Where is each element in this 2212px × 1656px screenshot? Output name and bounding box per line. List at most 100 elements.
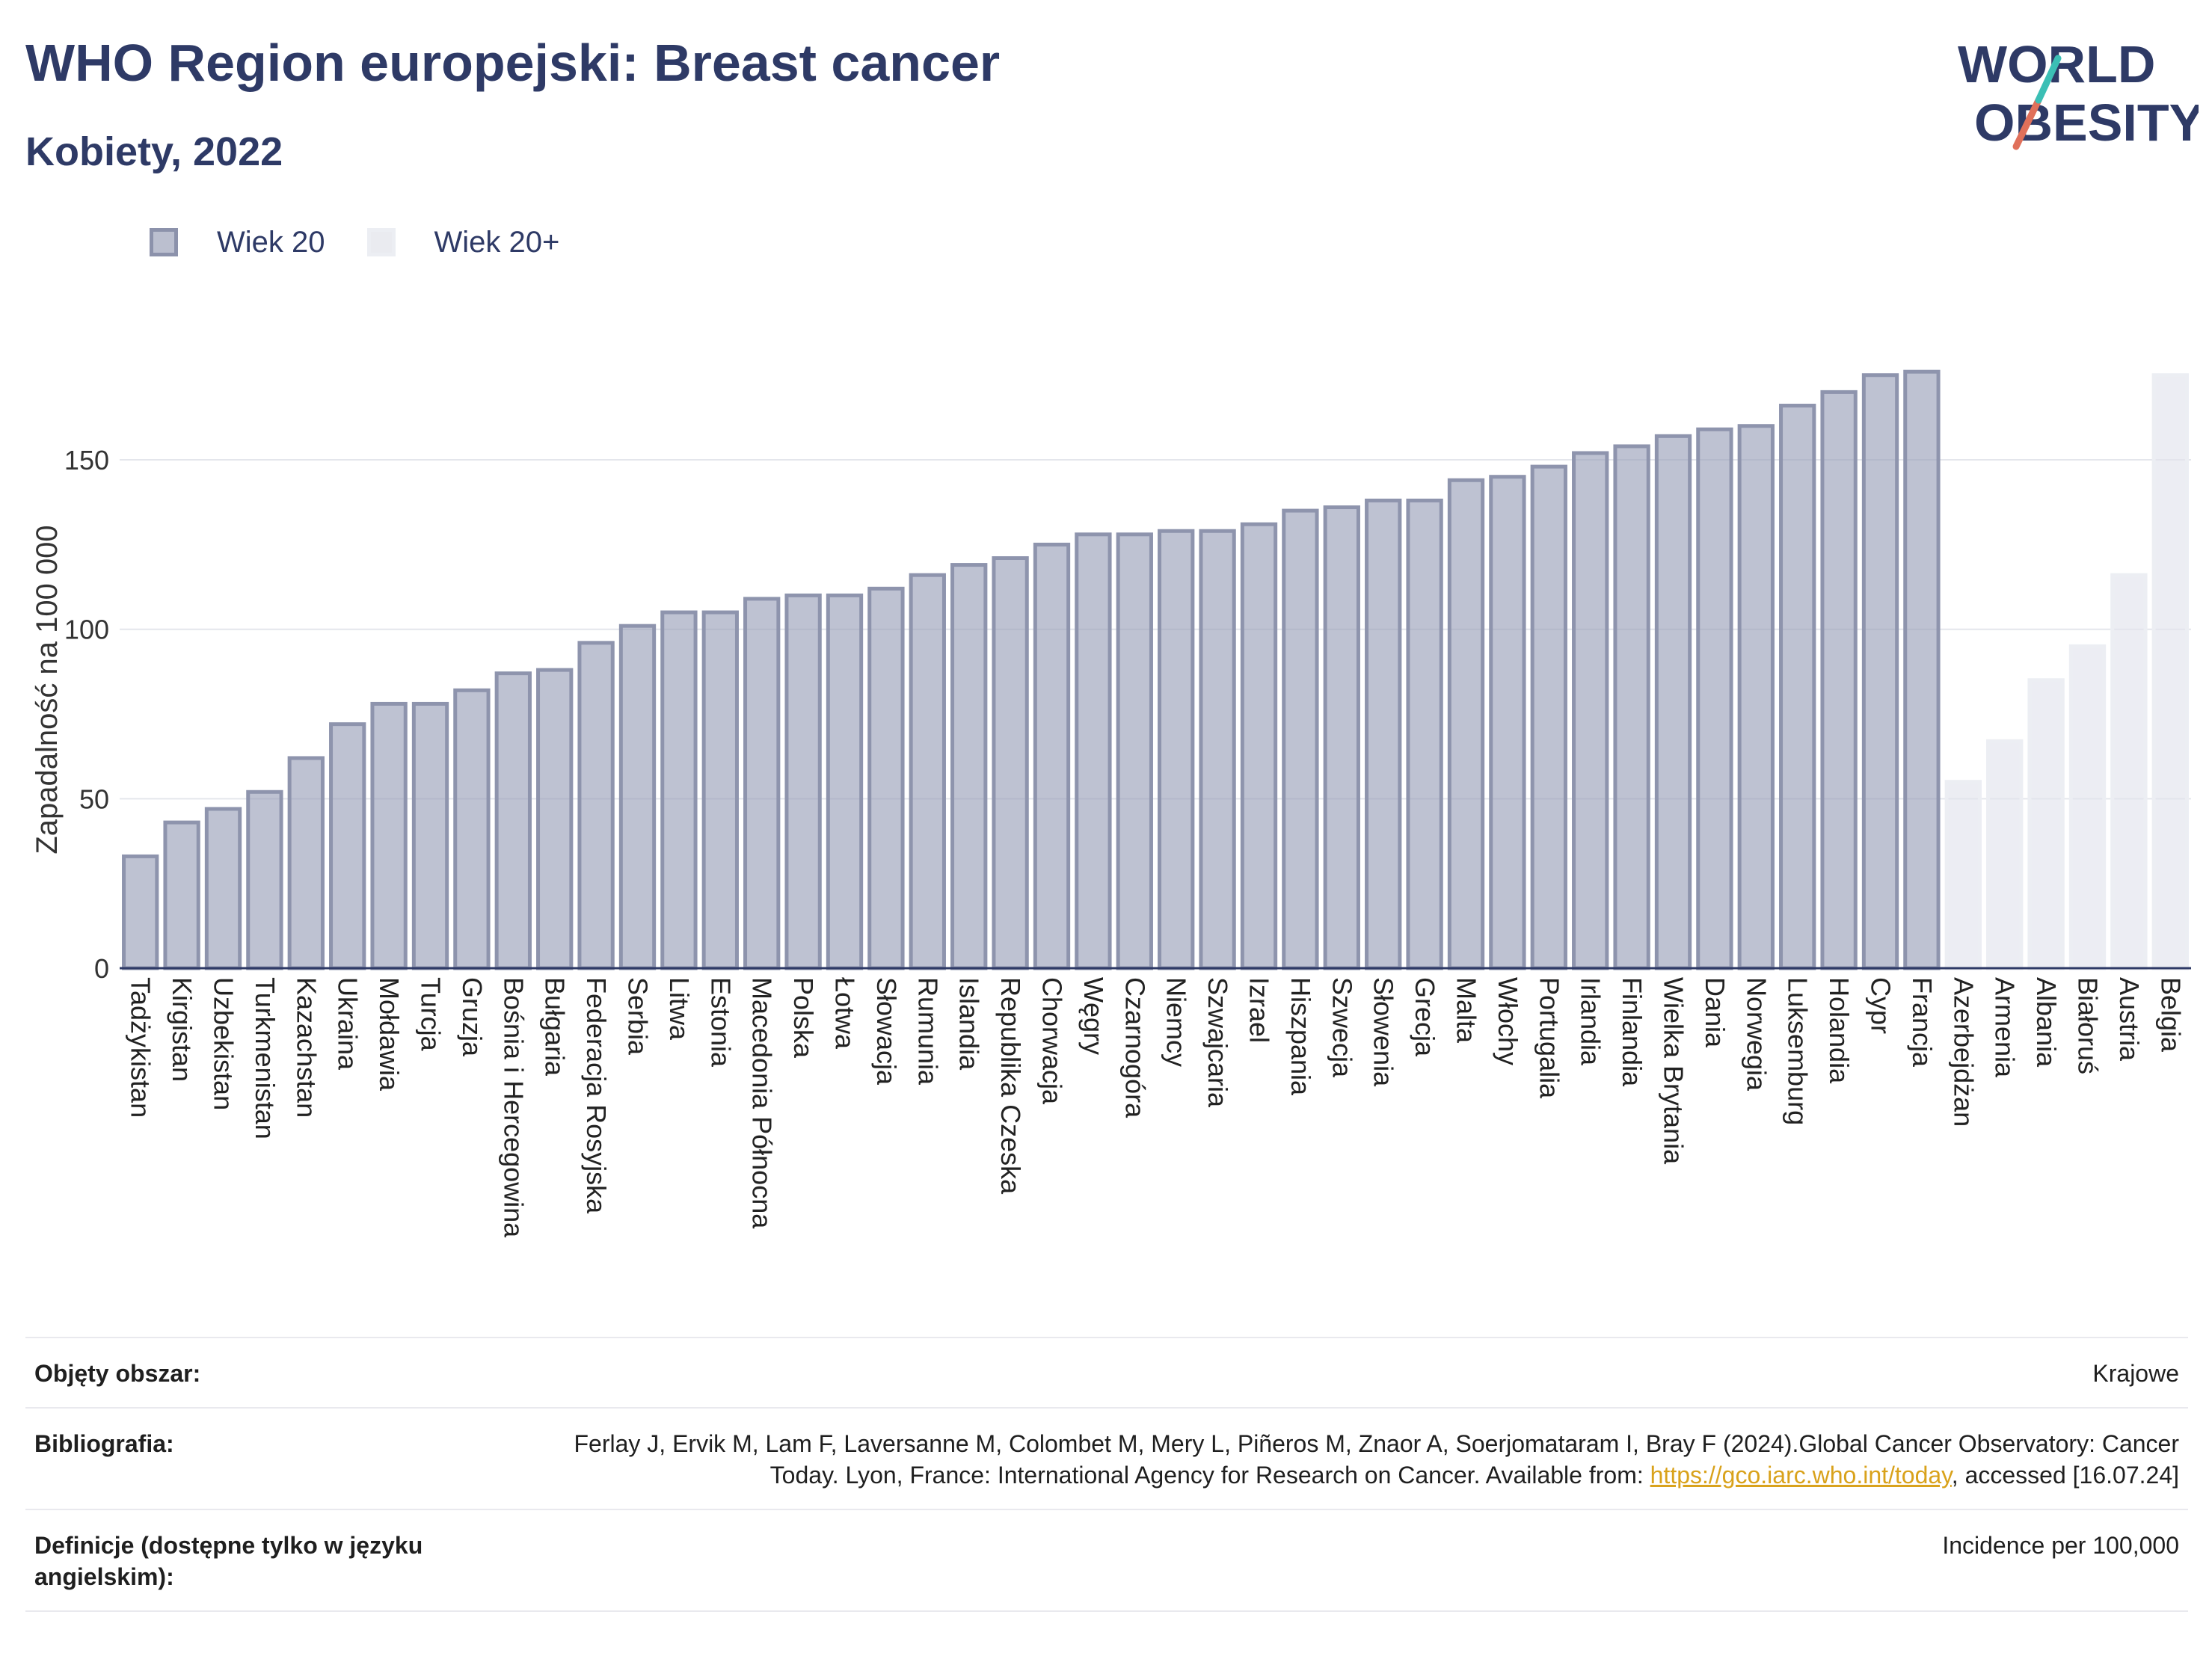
bar (1033, 542, 1071, 970)
bar (577, 641, 615, 970)
x-tick-label: Kirgistan (167, 977, 197, 1082)
logo-line2: OBESITY (1974, 93, 2199, 152)
legend-item-wiek-20[interactable]: Wiek 20 (150, 226, 325, 259)
bar (1406, 498, 1443, 970)
bar (1696, 427, 1733, 970)
meta-value-bibliography: Ferlay J, Ervik M, Lam F, Laversanne M, … (534, 1428, 2179, 1491)
y-tick-label: 100 (64, 615, 109, 645)
bar (163, 820, 200, 970)
bar (1447, 478, 1485, 970)
bar (826, 593, 864, 970)
x-tick-label: Estonia (705, 977, 736, 1068)
x-tick-label: Francja (1907, 977, 1938, 1068)
bar (494, 671, 532, 970)
meta-label-bibliography: Bibliografia: (34, 1430, 174, 1457)
bar (1365, 498, 1402, 970)
x-tick-label: Tadżykistan (126, 977, 156, 1118)
logo-slash-red (2012, 96, 2042, 150)
x-tick-label: Uzbekistan (209, 977, 239, 1110)
bar (1116, 532, 1153, 970)
x-tick-label: Łotwa (830, 977, 861, 1050)
x-tick-label: Cypr (1866, 977, 1896, 1034)
bar (618, 624, 657, 970)
logo-slash-teal (2035, 55, 2062, 104)
x-tick-label: Azerbejdżan (1948, 977, 1979, 1127)
bar (867, 586, 905, 970)
legend-item-wiek-20-plus[interactable]: Wiek 20+ (366, 225, 560, 259)
bar (2110, 573, 2148, 970)
page-title: WHO Region europejski: Breast cancer (25, 34, 1001, 92)
x-tick-label: Grecja (1410, 977, 1440, 1057)
bar (122, 854, 159, 970)
x-tick-label: Białoruś (2073, 977, 2104, 1074)
bar (329, 722, 366, 970)
x-tick-label: Luksemburg (1783, 977, 1813, 1125)
x-tick-label: Finlandia (1617, 977, 1647, 1087)
bar (1530, 464, 1567, 970)
meta-row-definitions: Definicje (dostępne tylko w języku angie… (25, 1509, 2188, 1612)
bar (1861, 373, 1899, 970)
world-obesity-logo: WORLD OBESITY (1958, 35, 2199, 152)
x-tick-label: Turcja (416, 977, 446, 1052)
bar (1779, 404, 1816, 970)
bar (1158, 529, 1195, 970)
x-tick-label: Bośnia i Hercegowina (498, 977, 529, 1238)
y-tick-label: 0 (94, 953, 109, 984)
x-tick-label: Mołdawia (374, 977, 405, 1092)
bar (784, 593, 822, 970)
page-subtitle: Kobiety, 2022 (25, 129, 283, 174)
bar (992, 556, 1029, 970)
bar (660, 610, 698, 970)
bar (743, 597, 781, 970)
bar (204, 807, 242, 970)
bar (453, 688, 491, 970)
x-tick-label: Federacja Rosyjska (581, 977, 612, 1214)
bar (1903, 369, 1941, 970)
legend-label-wiek-20-plus: Wiek 20+ (434, 225, 560, 259)
x-tick-label: Holandia (1824, 977, 1855, 1084)
x-tick-label: Dania (1700, 977, 1730, 1048)
x-tick-label: Szwecja (1327, 977, 1357, 1078)
bar (1323, 505, 1360, 970)
x-tick-label: Chorwacja (1037, 977, 1068, 1105)
bar (950, 563, 988, 970)
bar (1199, 529, 1236, 970)
bar (536, 668, 574, 970)
x-tick-label: Portugalia (1534, 977, 1564, 1099)
bar (701, 610, 739, 970)
bar (1820, 390, 1858, 970)
x-tick-label: Austria (2114, 977, 2145, 1062)
x-tick-label: Kazachstan (291, 977, 322, 1118)
x-tick-label: Albania (2031, 977, 2062, 1068)
bibliography-accessed: , accessed [16.07.24] (1951, 1462, 2179, 1489)
meta-row-coverage: Objęty obszar: Krajowe (25, 1337, 2188, 1407)
bar (1613, 444, 1650, 970)
legend: Wiek 20 Wiek 20+ (150, 221, 601, 263)
x-tick-label: Hiszpania (1285, 977, 1316, 1096)
bar (246, 789, 283, 970)
bar (370, 701, 408, 970)
bar-chart: 0 50 100 150 Zapadalność na 100 000 Tadżykist… (31, 369, 2191, 1238)
x-tick-label: Ukraina (333, 977, 363, 1071)
x-tick-label: Szwajcaria (1202, 977, 1233, 1108)
bar (1654, 434, 1692, 970)
bar (2068, 644, 2107, 970)
x-tick-label: Niemcy (1161, 977, 1192, 1067)
x-tick-label: Macedonia Północna (747, 977, 778, 1229)
bibliography-link[interactable]: https://gco.iarc.who.int/today (1650, 1462, 1952, 1489)
bar (1944, 780, 1982, 970)
bar (1572, 451, 1609, 970)
x-tick-label: Polska (788, 977, 819, 1059)
x-tick-label: Wielka Brytania (1659, 977, 1689, 1165)
y-tick-label: 50 (79, 784, 109, 814)
bar (2027, 678, 2065, 970)
x-tick-label: Słowenia (1368, 977, 1399, 1087)
bar (909, 573, 946, 970)
bar (287, 756, 325, 970)
bar (1240, 522, 1278, 970)
meta-value-coverage: Krajowe (2092, 1360, 2179, 1387)
x-tick-label: Słowacja (871, 977, 902, 1086)
x-tick-label: Irlandia (1576, 977, 1606, 1066)
metadata-table: Objęty obszar: Krajowe Bibliografia: Fer… (25, 1337, 2188, 1612)
meta-label-definitions: Definicje (dostępne tylko w języku angie… (34, 1532, 423, 1590)
